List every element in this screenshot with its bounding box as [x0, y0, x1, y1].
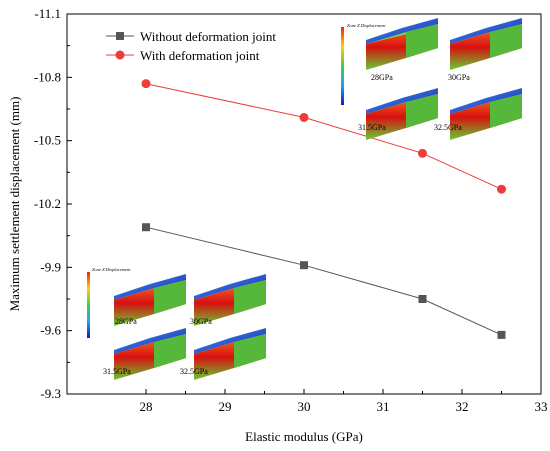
data-point — [141, 79, 151, 89]
series-layer — [141, 79, 506, 339]
x-axis-label: Elastic modulus (GPa) — [245, 429, 363, 444]
legend-marker-square — [116, 32, 124, 40]
inset-title: Zone Z Displacement — [347, 23, 386, 28]
inset-label-28: 28GPa — [371, 73, 393, 82]
inset-label-32-5: 32.5GPa — [180, 367, 208, 376]
y-axis-ticks: -9.3 -9.6 -9.9 -10.2 -10.5 -10.8 -11.1 — [34, 6, 72, 401]
x-tick-label: 29 — [219, 399, 232, 414]
data-point — [300, 261, 308, 270]
data-point — [418, 148, 427, 158]
inset-label-30: 30GPa — [448, 73, 470, 82]
series-line-1 — [145, 83, 502, 190]
inset-displacement-bottom: Zone Z Displacement 28GPa 30GPa 31.5GPa … — [87, 267, 266, 380]
inset-label-30: 30GPa — [190, 317, 212, 326]
y-tick-label: -10.5 — [34, 133, 61, 148]
y-tick-label: -10.2 — [34, 196, 61, 211]
data-point — [142, 223, 150, 232]
inset-colorbar — [87, 272, 90, 338]
x-tick-label: 31 — [377, 399, 390, 414]
legend: Without deformation joint With deformati… — [106, 29, 276, 63]
inset-title: Zone Z Displacement — [92, 267, 131, 272]
inset-block-28 — [114, 274, 186, 326]
y-tick-label: -9.6 — [40, 323, 61, 338]
inset-block-30 — [194, 274, 266, 326]
x-tick-label: 32 — [456, 399, 469, 414]
plot-frame — [66, 13, 542, 395]
y-tick-label: -11.1 — [34, 6, 61, 21]
inset-block-28 — [366, 18, 438, 70]
legend-marker-circle — [115, 50, 125, 60]
data-point — [299, 112, 309, 122]
x-tick-label: 30 — [298, 399, 311, 414]
inset-block-31-5 — [366, 88, 438, 140]
y-axis-label: Maximum settlement displacement (mm) — [7, 97, 22, 312]
inset-colorbar — [341, 27, 344, 105]
inset-label-32-5: 32.5GPa — [434, 123, 462, 132]
data-point — [418, 295, 427, 303]
y-tick-label: -9.3 — [40, 386, 61, 401]
legend-label-series-0: Without deformation joint — [140, 29, 276, 44]
data-point — [497, 184, 506, 194]
x-tick-label: 33 — [535, 399, 548, 414]
inset-label-28: 28GPa — [115, 317, 137, 326]
inset-label-31-5: 31.5GPa — [358, 123, 386, 132]
inset-block-30 — [450, 18, 522, 70]
x-axis-ticks: 28 29 30 31 32 33 — [140, 389, 548, 414]
inset-block-31-5 — [114, 328, 186, 380]
inset-block-32-5 — [450, 88, 522, 140]
y-tick-label: -9.9 — [40, 259, 61, 274]
data-point — [497, 330, 506, 339]
y-tick-label: -10.8 — [34, 69, 61, 84]
legend-label-series-1: With deformation joint — [140, 48, 260, 63]
inset-displacement-top: Zone Z Displacement 28GPa 30GPa 31.5GPa … — [341, 18, 522, 140]
x-tick-label: 28 — [140, 399, 153, 414]
series-line-0 — [145, 226, 502, 336]
inset-label-31-5: 31.5GPa — [103, 367, 131, 376]
inset-block-32-5 — [194, 328, 266, 380]
